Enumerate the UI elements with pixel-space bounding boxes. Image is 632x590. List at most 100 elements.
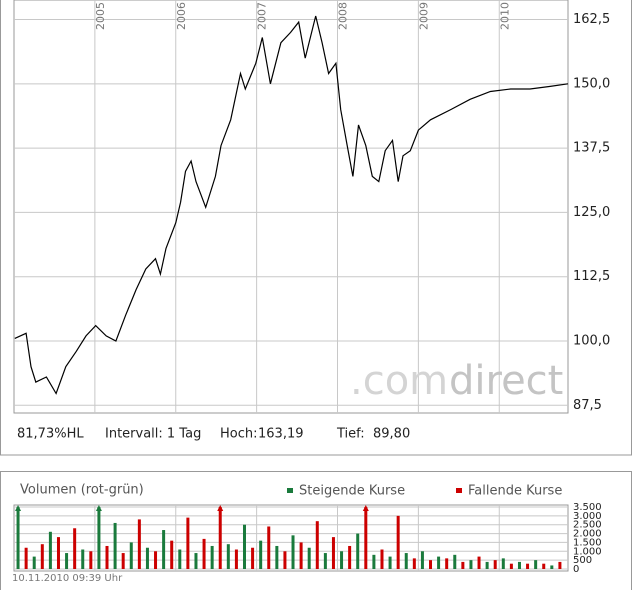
volume-bar: [315, 521, 319, 569]
y-tick-label: 112,5: [573, 269, 610, 284]
legend-label: Steigende Kurse: [299, 484, 405, 499]
legend-swatch: [287, 488, 293, 493]
volume-bar: [364, 507, 368, 569]
volume-bar: [89, 551, 93, 569]
price-panel: [0, 0, 632, 456]
y-tick-label: 0: [573, 564, 579, 575]
volume-bar: [16, 507, 20, 569]
stat: 163,19: [258, 427, 304, 442]
volume-bar: [56, 537, 60, 569]
volume-bar: [65, 553, 69, 569]
plot-area: [13, 504, 569, 572]
volume-bar: [105, 545, 109, 569]
y-tick-label: 1.500: [573, 537, 602, 548]
stat: Hoch:: [220, 427, 258, 442]
volume-bar: [461, 561, 465, 569]
y-tick-label: 3.500: [573, 502, 602, 513]
volume-bar: [420, 551, 424, 569]
volume-bar: [81, 549, 85, 569]
volume-bar: [307, 547, 311, 569]
volume-bar: [48, 531, 52, 569]
volume-bar: [550, 565, 554, 569]
volume-bar: [210, 545, 214, 569]
y-tick-label: 125,0: [573, 205, 610, 220]
overflow-arrow: [217, 505, 224, 511]
y-tick-label: 137,5: [573, 141, 610, 156]
volume-bar: [267, 526, 271, 569]
volume-bar: [137, 519, 141, 569]
legend-swatch: [456, 488, 462, 493]
overflow-arrow: [362, 505, 369, 511]
price-line: [14, 15, 569, 395]
volume-bar: [145, 547, 149, 569]
volume-bar: [242, 524, 246, 569]
volume-bar: [24, 547, 28, 569]
volume-bar: [251, 547, 255, 569]
volume-bar: [526, 563, 530, 569]
volume-bar: [186, 517, 190, 569]
overflow-arrow: [15, 505, 22, 511]
y-tick-label: 3.000: [573, 511, 602, 522]
volume-bar: [517, 561, 521, 569]
y-tick-label: 162,5: [573, 12, 610, 27]
volume-bar: [380, 549, 384, 569]
overflow-arrow: [95, 505, 102, 511]
x-tick-label: 2009: [417, 2, 430, 30]
volume-bar: [485, 561, 489, 569]
price-chart: 87,5 100,0 112,5 125,0 137,5 150,0 162,5 2005 20…: [13, 0, 610, 414]
volume-bar: [331, 537, 335, 569]
volume-bar: [542, 563, 546, 569]
volume-bar: [162, 530, 166, 569]
volume-bar: [493, 560, 497, 569]
volume-title: Volumen (rot-grün): [20, 483, 144, 498]
volume-bar: [194, 553, 198, 569]
volume-bar: [412, 558, 416, 569]
watermark: .com: [350, 358, 448, 404]
volume-bar: [73, 528, 77, 569]
volume-bar: [356, 533, 360, 569]
volume-bar: [178, 549, 182, 569]
volume-bar: [372, 554, 376, 569]
x-tick-label: 2010: [498, 2, 511, 30]
volume-bar: [348, 545, 352, 569]
stat: Intervall: 1 Tag: [105, 427, 201, 442]
volume-bar: [32, 556, 36, 569]
volume-bar: [388, 556, 392, 569]
volume-bar: [154, 551, 158, 569]
volume-bar: [437, 556, 441, 569]
volume-bar: [97, 507, 101, 569]
volume-bar: [509, 563, 513, 569]
y-tick-label: 150,0: [573, 76, 610, 91]
volume-bar: [234, 549, 238, 569]
volume-bar: [202, 538, 206, 569]
volume-bar: [469, 560, 473, 569]
volume-bar: [283, 551, 287, 569]
stat: 81,73%HL: [17, 427, 84, 442]
volume-bar: [558, 561, 562, 569]
volume-bar: [340, 551, 344, 569]
volume-bar: [299, 542, 303, 569]
volume-bar: [534, 560, 538, 569]
plot-area: [13, 0, 569, 414]
volume-bar: [226, 544, 230, 569]
volume-bar: [404, 553, 408, 569]
volume-bar: [477, 556, 481, 569]
volume-bar: [129, 542, 133, 569]
stat: Tief:: [336, 427, 365, 442]
x-tick-label: 2007: [256, 2, 269, 30]
volume-bar: [453, 554, 457, 569]
y-tick-label: 2.000: [573, 529, 602, 540]
y-tick-label: 500: [573, 555, 592, 566]
volume-bar: [218, 507, 222, 569]
watermark: direct: [449, 358, 563, 404]
stat: 89,80: [373, 427, 410, 442]
y-tick-label: 2.500: [573, 520, 602, 531]
volume-bar: [259, 540, 263, 569]
x-tick-label: 2005: [94, 2, 107, 30]
volume-bar: [445, 558, 449, 569]
volume-bar: [121, 553, 125, 569]
volume-bar: [170, 540, 174, 569]
y-tick-label: 87,5: [573, 398, 602, 413]
